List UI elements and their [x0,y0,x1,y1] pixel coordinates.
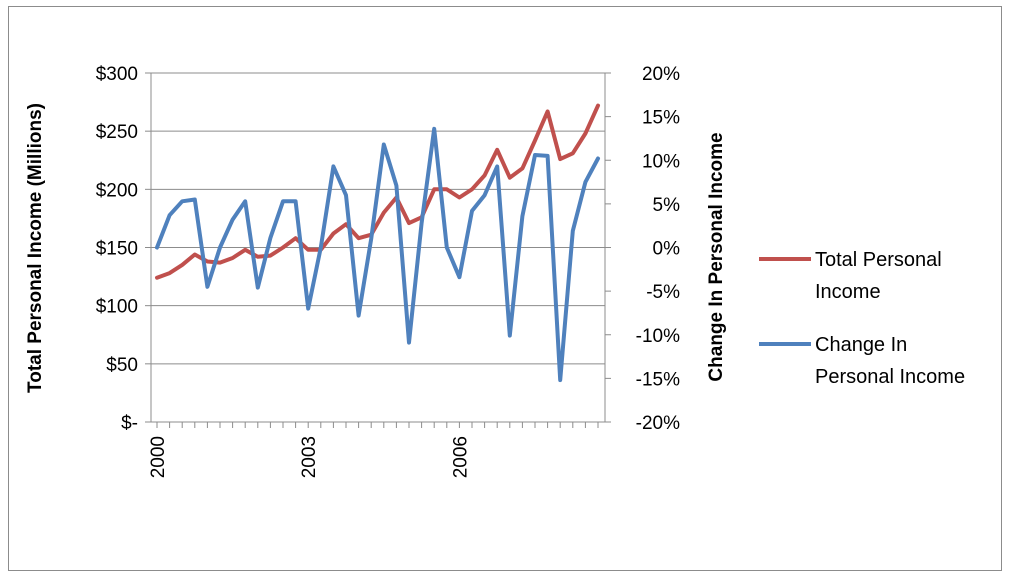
y2-axis-title: Change In Personal Income [706,132,727,381]
series-line-1 [155,126,600,383]
y2-tick-label: 20% [642,64,680,85]
y-tick-label: $300 [96,64,138,85]
x-tick-label: 2000 [148,436,169,478]
y-tick-label: $- [121,413,138,434]
y2-tick-label: 15% [642,108,680,129]
y-tick-label: $100 [96,297,138,318]
y2-tick-label: 10% [642,151,680,172]
y-tick-label: $250 [96,122,138,143]
y-axis-title: Total Personal Income (Millions) [25,103,46,393]
legend-label-0: Total Personal Income [815,249,942,303]
legend-label-1: Change In Personal Income [815,334,965,388]
legend: Total Personal Income Change In Personal In… [759,249,965,388]
y2-tick-label: -15% [636,369,680,390]
y2-tick-label: 0% [653,239,681,260]
x-tick-label: 2006 [450,436,471,478]
y2-tick-label: -10% [636,326,680,347]
y2-tick-label: 5% [653,195,681,216]
y-tick-label: $150 [96,239,138,260]
gridlines [151,72,605,365]
axes [145,72,611,428]
x-tick-label: 2003 [299,436,320,478]
series-line-0 [155,103,600,280]
chart: $300 $250 $200 $150 $100 $50 $- 20% 15% 10% 5% 0% -5… [25,64,965,478]
y2-tick-label: -5% [646,282,680,303]
y-tick-label: $50 [106,355,138,376]
y2-tick-label: -20% [636,413,680,434]
chart-frame: $300 $250 $200 $150 $100 $50 $- 20% 15% 10% 5% 0% -5… [8,6,1002,571]
y-tick-label: $200 [96,180,138,201]
